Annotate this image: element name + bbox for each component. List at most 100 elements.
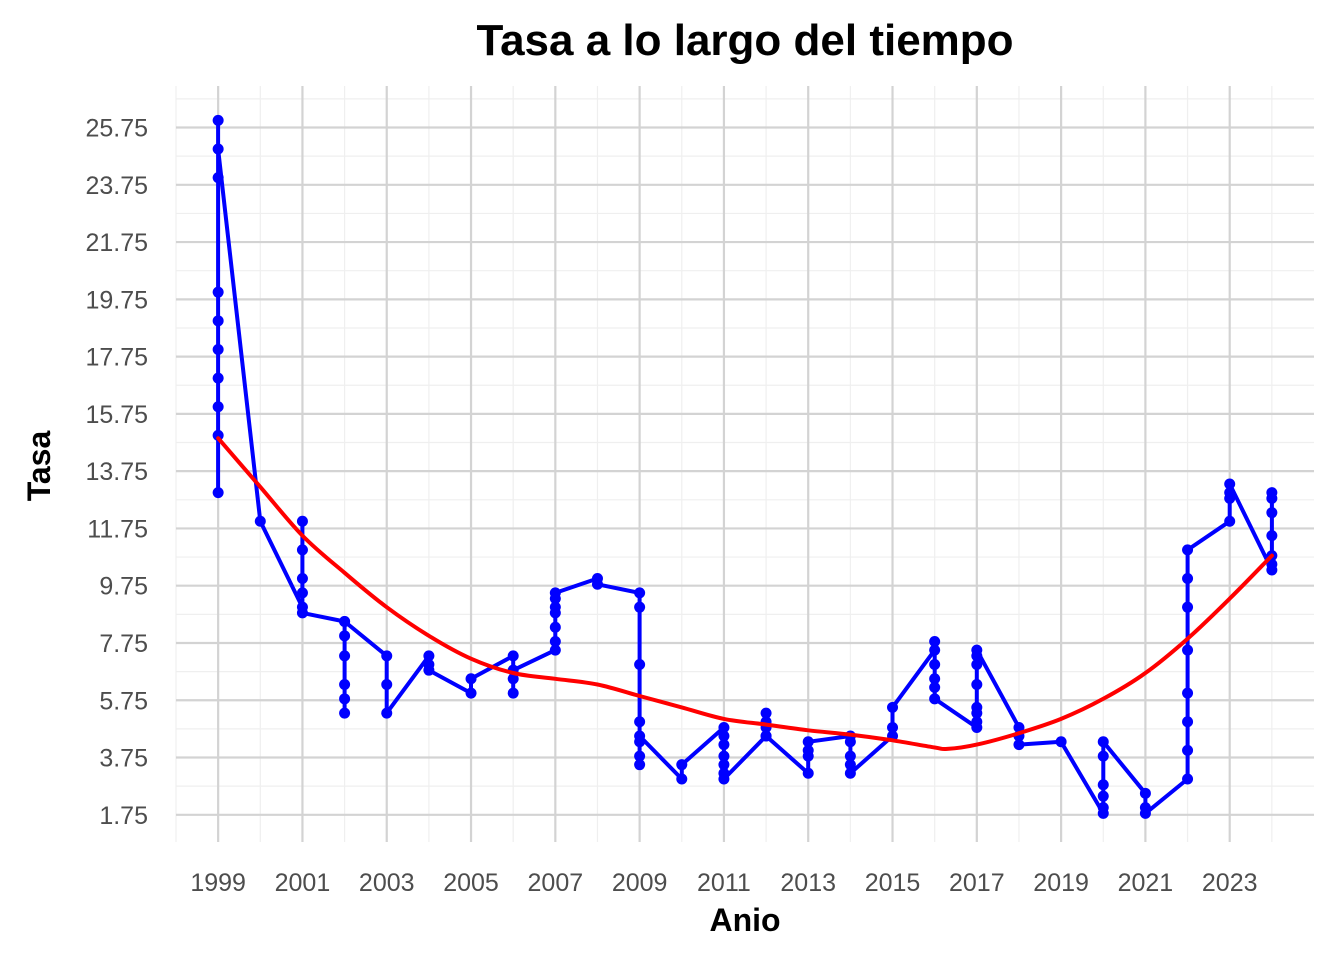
data-point	[844, 736, 856, 748]
y-tick-label: 5.75	[99, 687, 148, 715]
data-point	[296, 573, 308, 585]
x-tick-label: 2021	[1118, 869, 1174, 897]
data-point	[844, 750, 856, 762]
data-point	[549, 587, 561, 599]
y-tick-label: 7.75	[99, 630, 148, 658]
data-point	[1182, 573, 1194, 585]
data-point	[634, 658, 646, 670]
trend-line	[216, 436, 1274, 752]
data-point	[676, 773, 688, 785]
data-point	[802, 767, 814, 779]
data-point	[718, 759, 730, 771]
x-tick-label: 1999	[190, 869, 246, 897]
data-point	[634, 759, 646, 771]
data-point	[339, 616, 351, 627]
x-tick-label: 2001	[275, 869, 331, 897]
data-point	[760, 707, 772, 719]
x-tick-label: 2003	[359, 869, 415, 897]
data-point	[634, 587, 646, 599]
y-tick-label: 23.75	[85, 172, 148, 200]
data-point	[212, 372, 224, 384]
x-tick-label: 2019	[1033, 869, 1089, 897]
data-point	[1013, 721, 1025, 733]
data-point	[1266, 507, 1278, 519]
data-point	[212, 286, 224, 298]
data-point	[929, 636, 941, 648]
data-point	[1266, 487, 1278, 499]
data-point	[212, 315, 224, 327]
data-point	[1182, 716, 1194, 728]
data-point	[718, 750, 730, 762]
data-point	[212, 172, 224, 184]
y-tick-label: 17.75	[85, 344, 148, 372]
data-point	[381, 650, 393, 662]
data-point	[212, 429, 224, 441]
data-point	[844, 767, 856, 779]
data-point	[1097, 750, 1109, 762]
y-tick-label: 25.75	[85, 115, 148, 143]
data-point	[718, 721, 730, 733]
data-point	[1224, 478, 1236, 490]
major-gridlines	[176, 86, 1314, 842]
y-tick-label: 21.75	[85, 229, 148, 257]
data-point	[212, 343, 224, 355]
data-point	[1055, 736, 1067, 748]
data-point	[802, 736, 814, 748]
data-point	[1139, 807, 1151, 819]
data-point	[465, 673, 477, 685]
data-point	[718, 730, 730, 742]
y-tick-label: 9.75	[99, 573, 148, 601]
data-point	[929, 693, 941, 705]
data-point	[423, 664, 435, 676]
data-point	[1097, 802, 1109, 814]
data-point	[929, 673, 941, 685]
x-tick-label: 2007	[528, 869, 584, 897]
data-point	[254, 515, 266, 527]
data-point	[339, 650, 351, 662]
data-point	[971, 679, 983, 690]
data-point	[1224, 487, 1236, 499]
data-point	[634, 750, 646, 762]
data-point	[887, 701, 899, 713]
y-tick-label: 19.75	[85, 286, 148, 314]
data-point	[929, 658, 941, 670]
y-tick-label: 13.75	[85, 458, 148, 486]
data-point	[929, 644, 941, 656]
data-point	[296, 544, 308, 556]
data-point	[1182, 687, 1194, 699]
data-point	[760, 730, 772, 742]
data-point	[296, 587, 308, 599]
data-point	[465, 687, 477, 699]
x-tick-label: 2015	[865, 869, 921, 897]
data-point	[971, 644, 983, 656]
data-point	[1013, 739, 1025, 751]
y-tick-label: 11.75	[87, 515, 148, 543]
data-point	[1182, 544, 1194, 556]
data-point	[591, 578, 603, 590]
data-point	[802, 744, 814, 756]
data-point	[339, 679, 351, 690]
data-point	[296, 607, 308, 619]
data-point	[634, 730, 646, 742]
data-point	[676, 759, 688, 771]
data-point	[971, 716, 983, 728]
x-tick-label: 2017	[949, 869, 1005, 897]
data-point	[381, 707, 393, 719]
data-point	[929, 681, 941, 693]
y-tick-label: 15.75	[85, 401, 148, 429]
data-point	[507, 650, 519, 662]
data-point	[1266, 530, 1278, 542]
data-point	[1224, 515, 1236, 527]
data-point	[212, 487, 224, 499]
data-point	[549, 601, 561, 613]
data-point	[549, 621, 561, 633]
data-point	[549, 644, 561, 656]
x-tick-label: 2005	[443, 869, 499, 897]
data-point	[844, 759, 856, 771]
data-point	[339, 630, 351, 642]
y-tick-label: 3.75	[99, 745, 148, 773]
x-axis-title: Anio	[709, 902, 780, 938]
x-tick-label: 2009	[612, 869, 668, 897]
data-point	[507, 673, 519, 685]
